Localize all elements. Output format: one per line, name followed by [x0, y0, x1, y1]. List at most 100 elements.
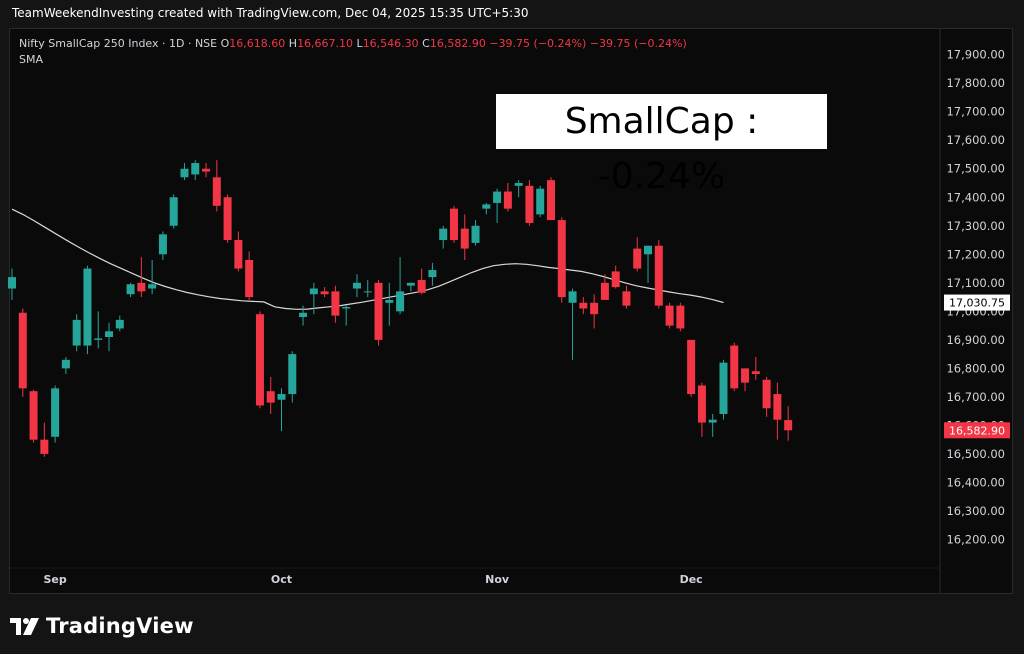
- candle-body: [374, 282, 383, 340]
- footer-brand[interactable]: TradingView: [10, 612, 194, 640]
- candle: [719, 359, 728, 420]
- sma-legend[interactable]: SMA: [19, 53, 43, 66]
- candle: [482, 202, 491, 215]
- x-tick-label: Dec: [680, 573, 703, 586]
- candle: [784, 406, 793, 441]
- candle: [514, 180, 523, 198]
- candle: [568, 288, 577, 360]
- candle-body: [622, 291, 631, 306]
- candle: [212, 160, 221, 212]
- close-value: 16,582.90: [429, 37, 486, 50]
- high-value: 16,667.10: [297, 37, 354, 50]
- candle-body: [191, 163, 200, 175]
- candle-body: [665, 305, 674, 326]
- candle: [579, 297, 588, 315]
- candle-body: [503, 191, 512, 209]
- candle-body: [255, 314, 264, 406]
- candle: [29, 389, 38, 443]
- candle-body: [741, 368, 750, 383]
- candle-body: [751, 371, 760, 375]
- candle-body: [352, 282, 361, 289]
- candle-body: [8, 277, 16, 289]
- candle: [590, 294, 599, 329]
- candle-body: [633, 248, 642, 269]
- candle: [385, 282, 394, 326]
- candle-body: [644, 245, 653, 255]
- candle: [396, 257, 405, 315]
- candle-body: [547, 180, 555, 221]
- candle: [773, 382, 782, 440]
- candle-body: [169, 197, 178, 226]
- y-tick-label: 17,100.00: [946, 276, 1005, 290]
- y-tick-label: 17,400.00: [946, 190, 1005, 204]
- y-tick-label: 17,600.00: [946, 133, 1005, 147]
- candle: [126, 282, 135, 298]
- candle: [708, 414, 717, 437]
- y-tick-label: 17,900.00: [946, 48, 1005, 62]
- candle: [158, 231, 167, 260]
- candle: [299, 305, 308, 326]
- candle-body: [579, 302, 588, 309]
- candle-body: [29, 391, 38, 440]
- candle-body: [687, 339, 696, 395]
- candle: [288, 351, 297, 403]
- candle-body: [51, 388, 60, 437]
- candle: [61, 356, 70, 375]
- candle: [331, 285, 340, 323]
- candle-body: [611, 271, 620, 288]
- candle: [428, 262, 437, 286]
- candle-body: [536, 188, 545, 215]
- candle-body: [288, 354, 297, 395]
- candle: [266, 376, 275, 414]
- candle: [449, 205, 458, 243]
- candle: [547, 177, 555, 221]
- sma-price-tag: [944, 294, 1010, 311]
- y-tick-label: 17,800.00: [946, 76, 1005, 90]
- last-price-tag: [944, 422, 1010, 439]
- candle: [105, 322, 114, 352]
- candle-body: [342, 307, 351, 309]
- y-tick-label: 17,300.00: [946, 219, 1005, 233]
- candle-body: [449, 208, 458, 241]
- candle-body: [708, 419, 717, 423]
- candle: [94, 311, 103, 349]
- open-value: 16,618.60: [229, 37, 286, 50]
- candle: [633, 237, 642, 272]
- candle-body: [428, 269, 437, 278]
- x-tick-label: Nov: [485, 573, 510, 586]
- change-value-2: −39.75 (−0.24%): [589, 37, 687, 50]
- candle-body: [320, 291, 329, 295]
- candle: [8, 268, 16, 300]
- candle: [503, 183, 512, 212]
- candle-body: [568, 291, 577, 303]
- candle-body: [83, 268, 92, 346]
- candle-body: [654, 245, 663, 306]
- candle-body: [600, 282, 609, 300]
- candle: [180, 163, 189, 181]
- candle: [18, 308, 27, 397]
- symbol-label[interactable]: Nifty SmallCap 250 Index · 1D · NSE: [19, 37, 218, 50]
- candle: [223, 194, 232, 243]
- chart-legend: Nifty SmallCap 250 Index · 1D · NSE O16,…: [19, 37, 687, 50]
- candle-body: [773, 394, 782, 420]
- candle: [137, 257, 146, 298]
- candle-body: [697, 385, 706, 423]
- candle: [622, 285, 631, 309]
- candle-body: [514, 183, 523, 186]
- y-tick-label: 16,400.00: [946, 475, 1005, 489]
- candle-body: [158, 234, 167, 255]
- candle-body: [719, 362, 728, 414]
- candle: [741, 368, 750, 392]
- candle-body: [439, 228, 448, 241]
- candle: [762, 376, 771, 417]
- candle: [471, 220, 480, 246]
- candle-body: [61, 359, 70, 369]
- candle: [320, 287, 329, 298]
- chart-credit: TeamWeekendInvesting created with Tradin…: [12, 6, 529, 20]
- candle-body: [525, 185, 534, 223]
- candle-body: [18, 312, 27, 389]
- y-tick-label: 16,500.00: [946, 447, 1005, 461]
- candle: [417, 268, 426, 295]
- candle-body: [417, 279, 426, 293]
